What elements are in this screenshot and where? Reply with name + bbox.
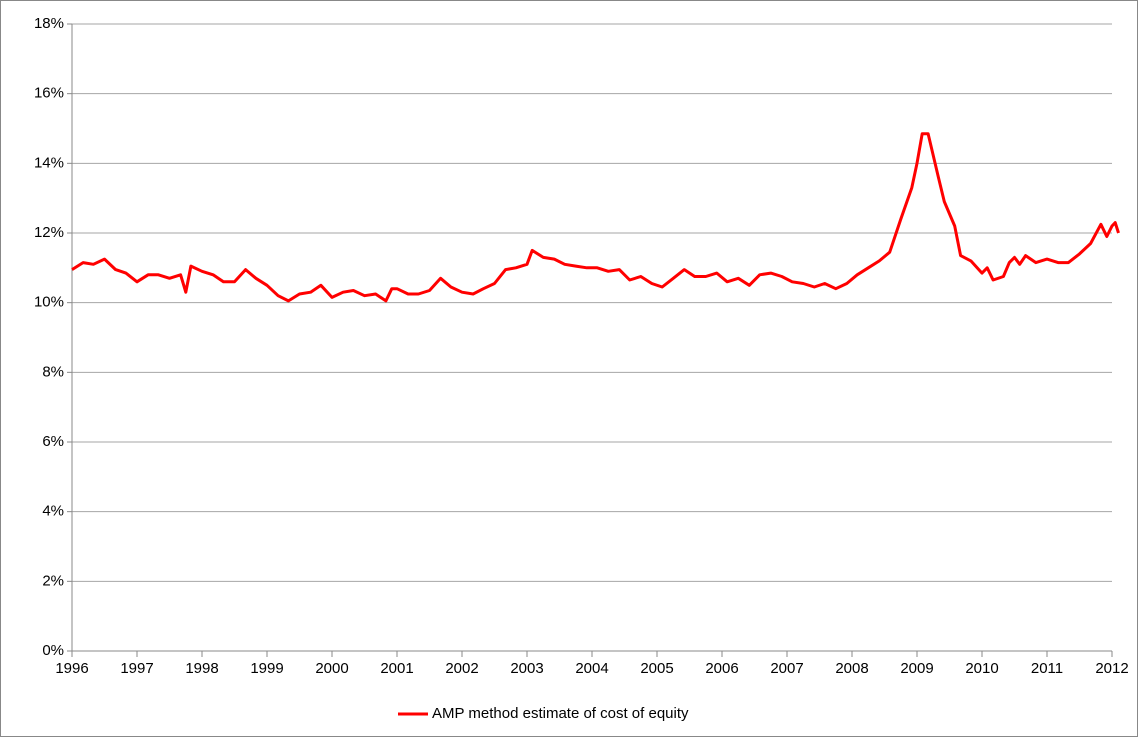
x-tick-label: 2003 <box>510 660 543 677</box>
y-tick-label: 12% <box>34 224 64 241</box>
legend-label: AMP method estimate of cost of equity <box>432 705 689 722</box>
x-tick-label: 2010 <box>965 660 998 677</box>
y-tick-label: 10% <box>34 294 64 311</box>
y-tick-label: 14% <box>34 154 64 171</box>
x-tick-label: 2006 <box>705 660 738 677</box>
x-tick-label: 2001 <box>380 660 413 677</box>
x-tick-label: 2009 <box>900 660 933 677</box>
y-tick-label: 0% <box>42 642 64 659</box>
x-tick-label: 2007 <box>770 660 803 677</box>
x-tick-label: 2012 <box>1095 660 1128 677</box>
y-tick-label: 8% <box>42 363 64 380</box>
y-tick-label: 2% <box>42 572 64 589</box>
x-tick-label: 2004 <box>575 660 608 677</box>
x-tick-label: 2000 <box>315 660 348 677</box>
data-line <box>71 132 1120 303</box>
x-tick-label: 2011 <box>1031 660 1063 677</box>
x-tick-label: 1996 <box>55 660 88 677</box>
x-tick-label: 1999 <box>250 660 283 677</box>
y-tick-label: 16% <box>34 85 64 102</box>
x-tick-label: 2002 <box>445 660 478 677</box>
x-tick-label: 1998 <box>185 660 218 677</box>
x-tick-label: 1997 <box>120 660 153 677</box>
y-tick-label: 6% <box>42 433 64 450</box>
y-tick-label: 18% <box>34 15 64 32</box>
x-tick-label: 2005 <box>640 660 673 677</box>
y-tick-label: 4% <box>42 503 64 520</box>
x-tick-label: 2008 <box>835 660 868 677</box>
